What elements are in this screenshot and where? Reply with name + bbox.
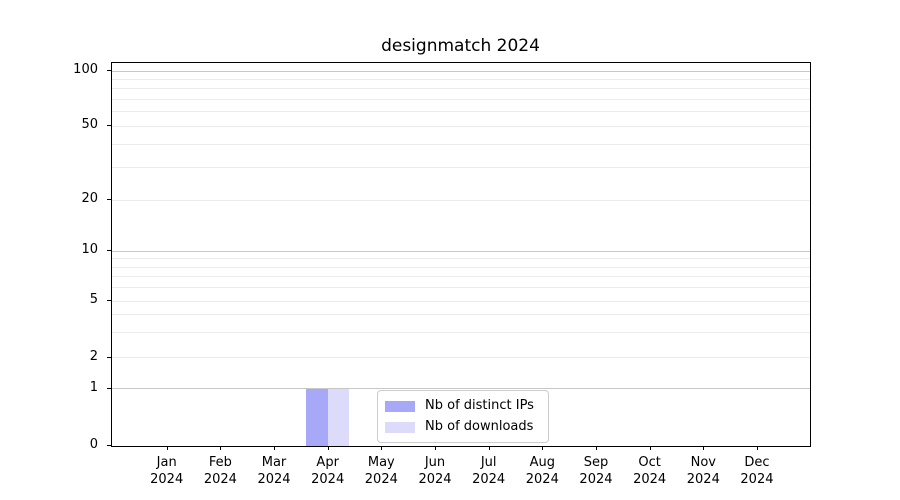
x-tick-mark (489, 446, 490, 450)
y-tick-label: 50 (81, 117, 98, 132)
legend-item: Nb of downloads (385, 418, 540, 436)
y-tick-mark (107, 199, 111, 200)
major-gridline (112, 388, 810, 389)
minor-gridline (112, 276, 810, 278)
x-tick-label: Apr 2024 (311, 455, 345, 487)
y-tick-mark (107, 445, 111, 446)
minor-gridline (112, 88, 810, 90)
x-axis: Jan 2024 Feb 2024 Mar 2024 Apr 2024 May 2024… (112, 446, 810, 496)
major-gridline (112, 70, 810, 72)
y-tick-mark (107, 70, 111, 71)
y-tick-mark (107, 250, 111, 251)
x-tick-mark (381, 446, 382, 450)
minor-gridline (112, 125, 810, 127)
x-tick-mark (220, 446, 221, 450)
minor-gridline (112, 199, 810, 201)
legend-swatch (385, 400, 415, 412)
x-tick-label: Aug 2024 (525, 455, 559, 487)
minor-gridline (112, 287, 810, 289)
y-axis: 0 1 2 5 10 20 50 100 (0, 62, 111, 452)
x-tick-label: Nov 2024 (686, 455, 720, 487)
minor-gridline (112, 357, 810, 358)
legend: Nb of distinct IPs Nb of downloads (377, 390, 549, 443)
chart-title: designmatch 2024 (381, 36, 540, 56)
x-tick-mark (542, 446, 543, 450)
minor-gridline (112, 258, 810, 260)
x-tick-mark (328, 446, 329, 450)
y-tick-label: 1 (89, 379, 98, 395)
x-tick-mark (435, 446, 436, 450)
legend-item: Nb of distinct IPs (385, 397, 540, 415)
minor-gridline (112, 98, 810, 100)
bar-nb-of-distinct-ips (306, 388, 328, 446)
x-tick-mark (650, 446, 651, 450)
y-tick-label: 0 (89, 436, 98, 452)
minor-gridline (112, 300, 810, 302)
x-tick-label: Oct 2024 (633, 455, 667, 487)
y-tick-label: 10 (81, 242, 98, 257)
x-tick-label: Feb 2024 (203, 455, 237, 487)
y-tick-label: 20 (81, 191, 98, 206)
y-tick-mark (107, 357, 111, 358)
y-tick-label: 100 (73, 62, 98, 77)
bar-nb-of-downloads (327, 388, 350, 446)
x-tick-mark (167, 446, 168, 450)
x-tick-mark (274, 446, 275, 450)
x-tick-label: Jan 2024 (150, 455, 184, 487)
minor-gridline (112, 111, 810, 113)
x-tick-mark (596, 446, 597, 450)
x-tick-label: Mar 2024 (257, 455, 291, 487)
y-tick-mark (107, 388, 111, 389)
y-tick-mark (107, 125, 111, 126)
plot-area: Nb of distinct IPs Nb of downloads (111, 62, 811, 447)
major-gridline (112, 250, 810, 252)
minor-gridline (112, 314, 810, 316)
legend-item-label: Nb of downloads (425, 419, 534, 434)
minor-gridline (112, 331, 810, 333)
legend-item-label: Nb of distinct IPs (425, 398, 534, 413)
minor-gridline (112, 143, 810, 145)
minor-gridline (112, 78, 810, 80)
y-tick-label: 2 (89, 348, 98, 364)
x-tick-label: Dec 2024 (740, 455, 774, 487)
y-tick-mark (107, 300, 111, 301)
x-tick-label: May 2024 (364, 455, 398, 487)
x-tick-mark (703, 446, 704, 450)
x-tick-label: Jul 2024 (472, 455, 506, 487)
y-tick-label: 5 (89, 292, 98, 307)
x-tick-label: Jun 2024 (418, 455, 452, 487)
x-tick-label: Sep 2024 (579, 455, 613, 487)
minor-gridline (112, 166, 810, 168)
minor-gridline (112, 266, 810, 268)
x-tick-mark (757, 446, 758, 450)
legend-swatch (385, 421, 415, 433)
